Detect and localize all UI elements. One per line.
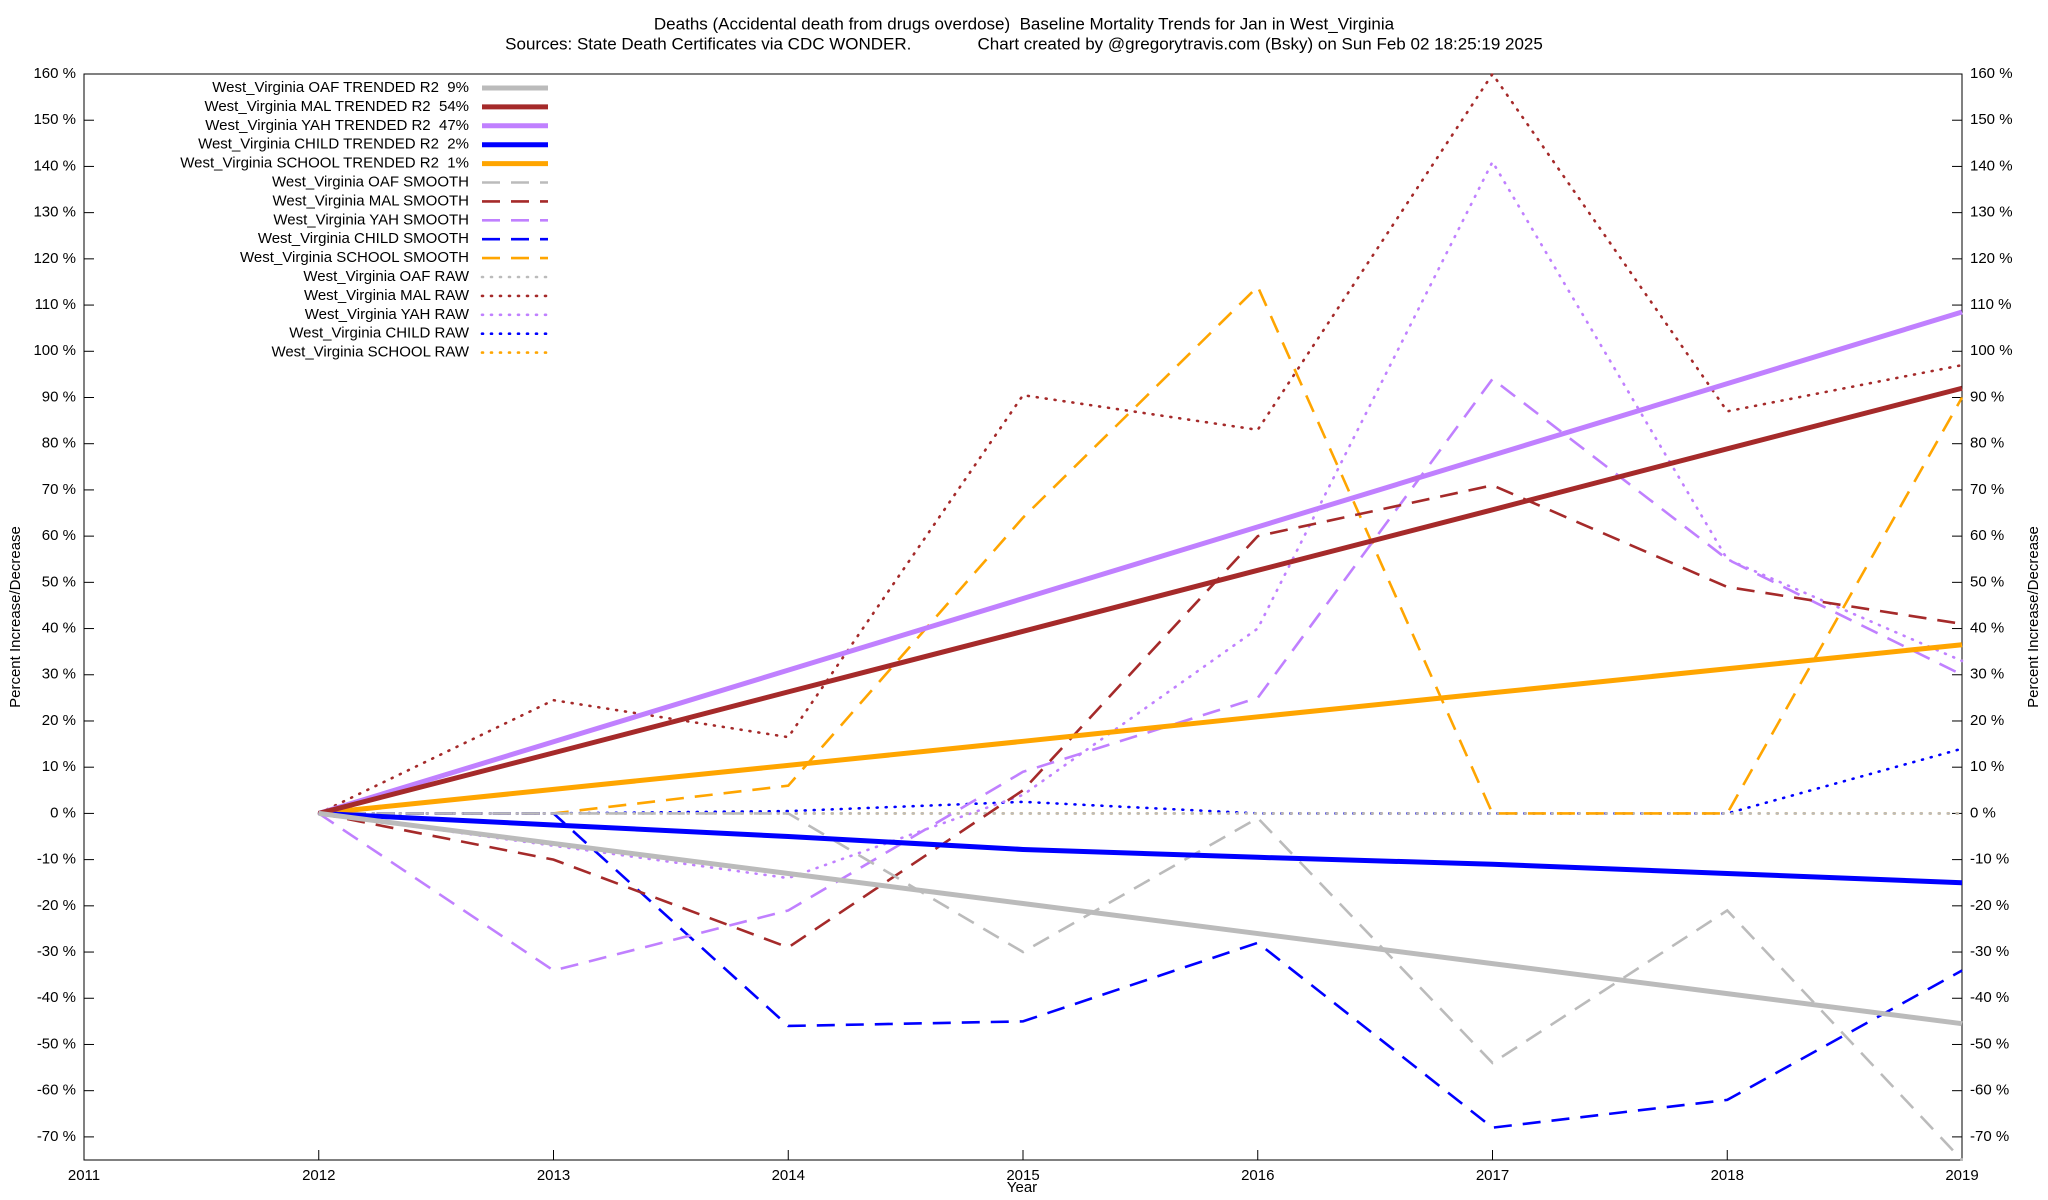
y2-tick-label: -60 % — [1970, 1082, 2009, 1099]
y-tick-label: 40 % — [42, 620, 76, 637]
y-tick-label: 0 % — [50, 804, 76, 821]
series-line — [318, 284, 1964, 815]
legend-label: West_Virginia OAF TRENDED R2 9% — [212, 79, 469, 96]
y-tick-label: 90 % — [42, 388, 76, 405]
y-tick-label: -10 % — [37, 851, 76, 868]
legend-label: West_Virginia CHILD RAW — [289, 325, 470, 342]
series-line — [318, 483, 1963, 949]
chart-subtitle: Sources: State Death Certificates via CD… — [505, 34, 1543, 53]
y2-tick-label: -70 % — [1970, 1128, 2009, 1145]
series-line — [318, 810, 1963, 1027]
y-tick-label: 20 % — [42, 712, 76, 729]
series-line — [318, 642, 1963, 816]
y-tick-label: 110 % — [35, 296, 76, 313]
x-tick-label: 2015 — [1006, 1167, 1039, 1184]
y-tick-label: 120 % — [33, 250, 76, 267]
x-tick-label: 2018 — [1711, 1167, 1744, 1184]
legend-label: West_Virginia CHILD SMOOTH — [258, 230, 469, 247]
series-line — [318, 385, 1963, 816]
y2-tick-label: 40 % — [1970, 620, 2004, 637]
y-tick-label: 50 % — [42, 573, 76, 590]
legend-label: West_Virginia MAL TRENDED R2 54% — [204, 98, 469, 115]
y2-tick-label: 130 % — [1970, 204, 2013, 221]
y-tick-label: -30 % — [37, 943, 76, 960]
y2-tick-label: 70 % — [1970, 481, 2004, 498]
legend-label: West_Virginia SCHOOL RAW — [271, 344, 469, 361]
legend-label: West_Virginia YAH RAW — [305, 306, 470, 323]
y-tick-label: -40 % — [37, 989, 76, 1006]
y-tick-label: 130 % — [33, 204, 76, 221]
y-tick-label: 30 % — [42, 666, 76, 683]
y-tick-label: -20 % — [37, 897, 76, 914]
series-line — [317, 747, 1964, 815]
legend-label: West_Virginia CHILD TRENDED R2 2% — [198, 136, 469, 153]
y-tick-label: 140 % — [33, 157, 76, 174]
chart-title: Deaths (Accidental death from drugs over… — [654, 14, 1395, 33]
legend-label: West_Virginia MAL SMOOTH — [273, 192, 469, 209]
series-line — [317, 71, 1964, 815]
series-line — [317, 159, 1964, 880]
x-tick-label: 2013 — [537, 1167, 570, 1184]
x-axis-label: Year — [1007, 1179, 1037, 1196]
legend-label: West_Virginia SCHOOL SMOOTH — [240, 249, 469, 266]
y2-tick-label: 30 % — [1970, 666, 2004, 683]
x-tick-label: 2017 — [1476, 1167, 1509, 1184]
y-tick-label: 10 % — [42, 758, 76, 775]
y2-tick-label: 90 % — [1970, 388, 2004, 405]
legend-label: West_Virginia MAL RAW — [304, 287, 470, 304]
y-axis-label: Percent Increase/Decrease — [7, 526, 24, 708]
y-tick-label: -60 % — [37, 1082, 76, 1099]
y2-tick-label: 20 % — [1970, 712, 2004, 729]
x-tick-label: 2014 — [772, 1167, 805, 1184]
series-line — [318, 812, 1963, 1130]
legend-label: West_Virginia SCHOOL TRENDED R2 1% — [180, 155, 469, 172]
y2-tick-label: -30 % — [1970, 943, 2009, 960]
y-tick-label: 70 % — [42, 481, 76, 498]
y2-tick-label: 60 % — [1970, 527, 2004, 544]
y2-tick-label: 110 % — [1970, 296, 2011, 313]
y2-tick-label: 10 % — [1970, 758, 2004, 775]
legend-label: West_Virginia OAF SMOOTH — [272, 173, 469, 190]
legend-label: West_Virginia YAH TRENDED R2 47% — [205, 117, 469, 134]
y2-axis-label: Percent Increase/Decrease — [2025, 526, 2042, 708]
y-tick-label: -50 % — [37, 1035, 76, 1052]
y2-tick-label: 100 % — [1970, 342, 2013, 359]
y2-tick-label: -10 % — [1970, 851, 2009, 868]
y-tick-label: 100 % — [33, 342, 76, 359]
series-line — [318, 377, 1963, 972]
y-tick-label: 80 % — [42, 435, 76, 452]
y2-tick-label: 0 % — [1970, 804, 1996, 821]
y-tick-label: -70 % — [37, 1128, 76, 1145]
x-tick-label: 2016 — [1241, 1167, 1274, 1184]
y2-tick-label: -20 % — [1970, 897, 2009, 914]
x-tick-label: 2012 — [302, 1167, 335, 1184]
y2-tick-label: -50 % — [1970, 1035, 2009, 1052]
y2-tick-label: 140 % — [1970, 157, 2013, 174]
y2-tick-label: 120 % — [1970, 250, 2013, 267]
y2-tick-label: 50 % — [1970, 573, 2004, 590]
y-tick-label: 150 % — [33, 111, 76, 128]
series-line — [318, 810, 1963, 886]
legend-label: West_Virginia OAF RAW — [303, 268, 469, 285]
y2-tick-label: 160 % — [1970, 65, 2013, 82]
x-tick-label: 2019 — [1945, 1167, 1978, 1184]
y2-tick-label: 80 % — [1970, 435, 2004, 452]
y-tick-label: 160 % — [33, 65, 76, 82]
series-line — [318, 812, 1963, 1161]
legend-label: West_Virginia YAH SMOOTH — [273, 211, 469, 228]
y2-tick-label: -40 % — [1970, 989, 2009, 1006]
y-tick-label: 60 % — [42, 527, 76, 544]
x-tick-label: 2011 — [68, 1167, 100, 1184]
series-line — [318, 309, 1963, 816]
y2-tick-label: 150 % — [1970, 111, 2013, 128]
